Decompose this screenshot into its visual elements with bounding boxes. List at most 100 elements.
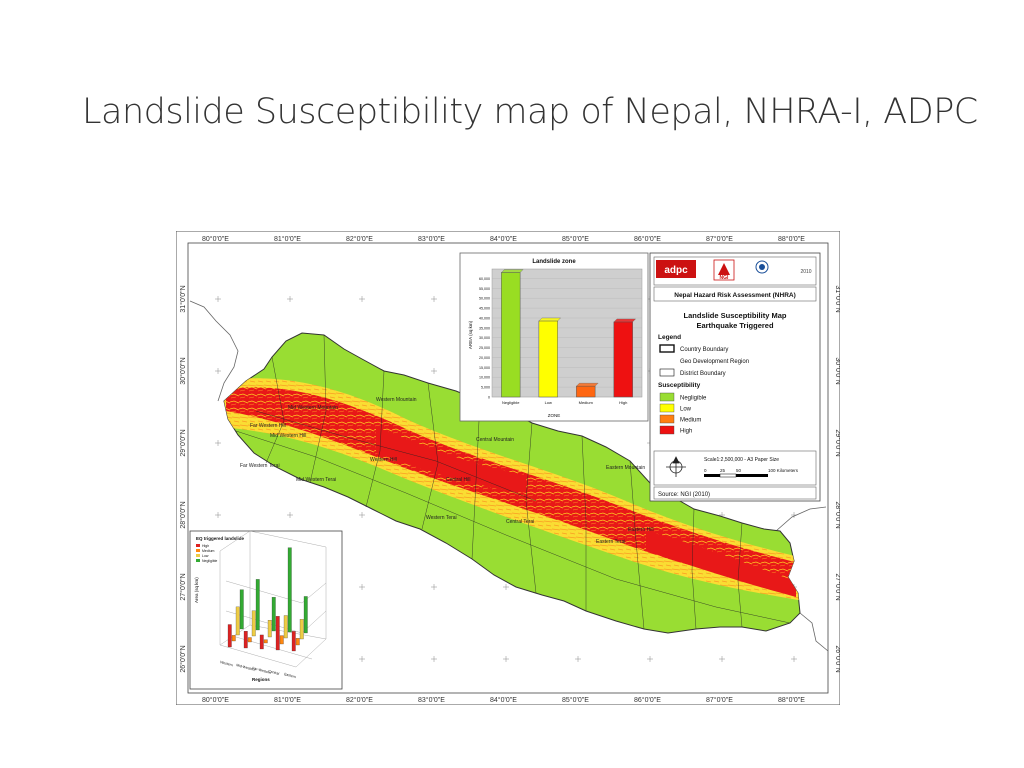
graticule-cross bbox=[431, 368, 437, 374]
scale-bar bbox=[704, 473, 768, 478]
chart3d-bar bbox=[259, 634, 264, 650]
graticule-cross bbox=[719, 656, 725, 662]
region-label: Western Mountain bbox=[376, 397, 417, 403]
graticule-cross bbox=[215, 368, 221, 374]
longitude-label-bottom: 82°0'0"E bbox=[346, 696, 373, 704]
bar-top-face bbox=[538, 317, 562, 322]
longitude-label-top: 82°0'0"E bbox=[346, 235, 373, 243]
chart3d-y-label: Area (sq km) bbox=[194, 577, 199, 603]
chart3d-bar bbox=[299, 619, 304, 640]
bar-top-face bbox=[613, 318, 637, 323]
region-label: Eastern Terai bbox=[596, 539, 625, 545]
susceptibility-label: Low bbox=[680, 407, 692, 413]
graticule-cross bbox=[215, 440, 221, 446]
susceptibility-swatch bbox=[659, 425, 675, 435]
latitude-label-left: 27°0'0"N bbox=[179, 573, 187, 600]
chart3d-legend-swatch bbox=[196, 549, 200, 552]
latitude-label-right: 31°0'0"N bbox=[834, 285, 840, 312]
chart3d-legend-label: Medium bbox=[202, 549, 215, 553]
ngi-logo-text: NGI bbox=[720, 275, 730, 281]
north-arrow-icon bbox=[666, 456, 686, 477]
region-label: Mid Western Hill bbox=[270, 433, 306, 439]
map-title-line2: Earthquake Triggered bbox=[696, 321, 774, 330]
landslide-map-figure: 80°0'0"E 81°0'0"E 82°0'0"E 83°0'0"E 84°0'0"E… bbox=[176, 231, 840, 705]
graticule-cross bbox=[503, 656, 509, 662]
graticule-cross bbox=[287, 512, 293, 518]
graticule-cross bbox=[503, 584, 509, 590]
ministry-logo bbox=[755, 260, 769, 274]
latitude-label-right: 30°0'0"N bbox=[834, 357, 840, 384]
y-axis-label: AREA (sq km) bbox=[468, 320, 473, 349]
chart3d-bar bbox=[275, 616, 280, 651]
y-tick-label: 20,000 bbox=[479, 356, 490, 360]
x-tick-label: Low bbox=[545, 400, 552, 405]
chart3d-bar bbox=[251, 610, 256, 637]
y-tick-label: 50,000 bbox=[479, 297, 490, 301]
neighbour-border-southeast bbox=[799, 612, 829, 652]
org-title: Nepal Hazard Risk Assessment (NHRA) bbox=[674, 292, 796, 299]
info-panel: adpc NGI 2010 Nepal Hazard Risk Assessme… bbox=[649, 252, 821, 502]
susceptibility-label: Medium bbox=[680, 418, 701, 424]
chart3d-bar bbox=[239, 589, 244, 630]
ngi-logo: NGI bbox=[713, 259, 735, 281]
susceptibility-swatch bbox=[659, 403, 675, 413]
longitude-label-bottom: 84°0'0"E bbox=[490, 696, 517, 704]
region-label: Far Western Terai bbox=[240, 463, 280, 469]
eq-landslide-3d-chart: EQ triggered landslide HighMediumLowNegl… bbox=[189, 530, 343, 690]
longitude-label-bottom: 87°0'0"E bbox=[706, 696, 733, 704]
adpc-logo-text: adpc bbox=[664, 265, 688, 276]
longitude-label-top: 84°0'0"E bbox=[490, 235, 517, 243]
nepal-map bbox=[223, 332, 801, 634]
graticule-cross bbox=[791, 656, 797, 662]
y-tick-label: 25,000 bbox=[479, 346, 490, 350]
longitude-label-top: 86°0'0"E bbox=[634, 235, 661, 243]
longitude-label-top: 81°0'0"E bbox=[274, 235, 301, 243]
graticule-cross bbox=[287, 296, 293, 302]
x-axis-label: ZONE bbox=[548, 413, 561, 418]
graticule-cross bbox=[575, 656, 581, 662]
legend-item-label: Geo Development Region bbox=[680, 359, 749, 365]
region-label: Mid Western Mountain bbox=[288, 405, 338, 411]
region-label: Central Terai bbox=[506, 519, 534, 525]
slide-title: Landslide Susceptibility map of Nepal, N… bbox=[82, 92, 978, 132]
latitude-label-right: 29°0'0"N bbox=[834, 429, 840, 456]
latitude-label-left: 29°0'0"N bbox=[179, 429, 187, 456]
chart3d-bar bbox=[263, 639, 268, 644]
chart3d-bar bbox=[243, 631, 248, 649]
susceptibility-swatch bbox=[659, 392, 675, 402]
chart3d-x-label: Regions bbox=[252, 677, 270, 682]
longitude-label-bottom: 83°0'0"E bbox=[418, 696, 445, 704]
region-label: Central Mountain bbox=[476, 437, 514, 443]
scale-text: Scale1:2,500,000 - A3 Paper Size bbox=[704, 457, 779, 463]
graticule-cross bbox=[215, 296, 221, 302]
susceptibility-label: Negligible bbox=[680, 396, 707, 402]
chart3d-bar bbox=[287, 547, 292, 633]
chart3d-frame bbox=[189, 530, 343, 690]
scale-tick-label: 100 Kilometers bbox=[768, 468, 799, 473]
longitude-label-top: 88°0'0"E bbox=[778, 235, 805, 243]
graticule-cross bbox=[431, 656, 437, 662]
graticule-cross bbox=[359, 584, 365, 590]
chart3d-category-label: Far-Western bbox=[252, 666, 272, 675]
graticule-cross bbox=[359, 512, 365, 518]
chart3d-category-label: Western bbox=[220, 660, 234, 667]
longitude-label-bottom: 85°0'0"E bbox=[562, 696, 589, 704]
bar-top-face bbox=[575, 382, 599, 387]
legend-item-label: District Boundary bbox=[680, 371, 726, 377]
chart3d-bar bbox=[303, 596, 308, 634]
y-tick-label: 55,000 bbox=[479, 287, 490, 291]
chart3d-bar bbox=[295, 638, 300, 646]
bar-medium bbox=[576, 385, 596, 398]
longitude-label-bottom: 81°0'0"E bbox=[274, 696, 301, 704]
region-label: Western Terai bbox=[426, 515, 457, 521]
latitude-label-right: 26°0'0"N bbox=[834, 645, 840, 672]
chart3d-bar bbox=[227, 624, 232, 648]
latitude-label-left: 28°0'0"N bbox=[179, 501, 187, 528]
chart3d-bar bbox=[279, 635, 284, 645]
y-tick-label: 30,000 bbox=[479, 336, 490, 340]
map-year: 2010 bbox=[800, 269, 811, 275]
y-tick-label: 60,000 bbox=[479, 277, 490, 281]
latitude-label-left: 30°0'0"N bbox=[179, 357, 187, 384]
neighbour-border-west bbox=[189, 300, 239, 402]
chart3d-bar bbox=[231, 635, 236, 642]
